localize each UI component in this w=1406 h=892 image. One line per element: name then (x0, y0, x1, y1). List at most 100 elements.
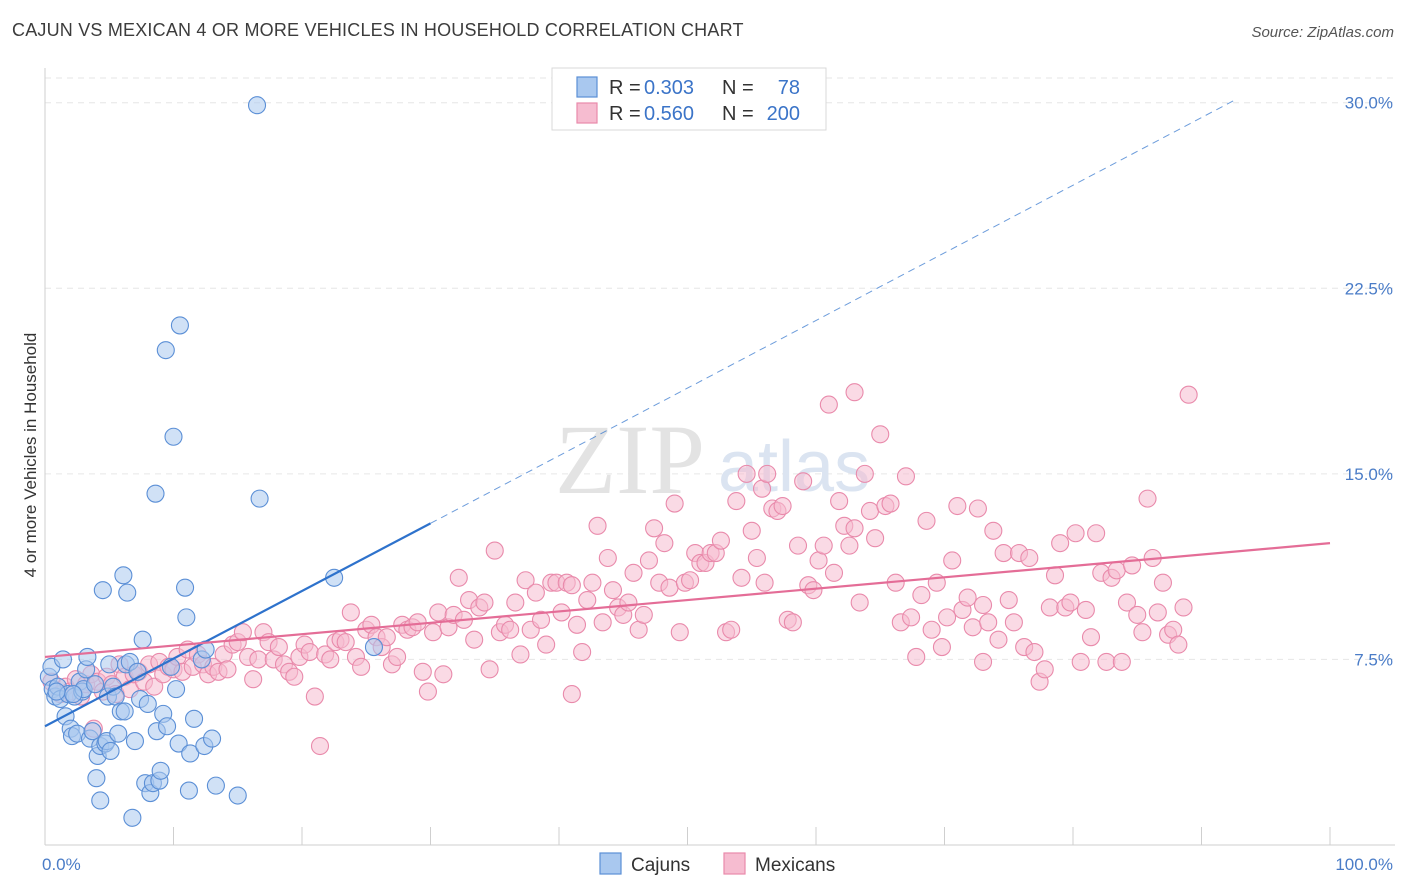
mexicans-point (727, 492, 746, 511)
mexicans-point (388, 647, 407, 667)
cajuns-point (100, 655, 119, 674)
cajuns-point (169, 734, 188, 753)
mexicans-point (1174, 598, 1193, 617)
mexicans-point (830, 492, 849, 511)
mexicans-point (1051, 534, 1070, 553)
legend-n-label-cajuns: N = (722, 77, 754, 99)
y-tick-label-2: 22.5% (1345, 279, 1393, 298)
legend-r-value-cajuns: 0.303 (644, 77, 694, 99)
mexicans-point (1112, 652, 1131, 671)
cajuns-point (118, 583, 137, 602)
cajuns-point (250, 489, 269, 508)
legend-n-label-mexicans: N = (722, 103, 754, 125)
legend-r-label-mexicans: R = (609, 103, 641, 125)
mexicans-point (670, 623, 689, 642)
mexicans-point (1169, 635, 1188, 654)
bottom-legend-swatch-mexicans (723, 852, 746, 875)
legend-n-value-mexicans: 200 (767, 103, 800, 125)
mexicans-point (475, 593, 494, 612)
mexicans-point (922, 620, 941, 639)
y-tick-label-0: 7.5% (1354, 650, 1393, 669)
cajuns-point (101, 741, 120, 761)
mexicans-point (660, 578, 679, 597)
legend: R = 0.303 N = 78 R = 0.560 N = 200 (551, 67, 827, 131)
legend-n-value-cajuns: 78 (778, 77, 800, 99)
cajuns-trend-extension (430, 100, 1234, 524)
cajuns-trend-line (44, 522, 432, 728)
mexicans-point (984, 521, 1003, 540)
x-tick-label-min: 0.0% (42, 855, 81, 874)
cajuns-point (109, 724, 128, 743)
mexicans-point (480, 660, 499, 679)
mexicans-point (737, 464, 756, 483)
cajuns-points (39, 96, 384, 827)
cajuns-point (247, 96, 267, 115)
cajuns-point (83, 722, 102, 741)
cajuns-point (364, 638, 384, 657)
mexicans-point (758, 464, 777, 483)
mexicans-point (1066, 524, 1085, 543)
cajuns-point (156, 341, 175, 360)
mexicans-point (588, 516, 607, 535)
mexicans-point (794, 472, 813, 491)
mexicans-point (845, 383, 864, 402)
trend-lines (44, 100, 1331, 728)
mexicans-point (1040, 598, 1059, 617)
mexicans-point (352, 657, 371, 676)
mexicans-point (989, 630, 1008, 649)
mexicans-point (578, 591, 597, 610)
mexicans-point (994, 543, 1013, 563)
mexicans-point (1035, 660, 1054, 679)
cajuns-point (138, 694, 157, 714)
mexicans-point (912, 586, 931, 605)
grid-lines (45, 77, 1395, 660)
mexicans-point (814, 536, 833, 555)
mexicans-point (958, 588, 977, 607)
mexicans-point (948, 496, 967, 516)
mexicans-point (1045, 566, 1065, 585)
mexicans-point (973, 595, 993, 615)
mexicans-point (902, 608, 921, 627)
mexicans-point (1179, 385, 1198, 404)
mexicans-point (619, 593, 638, 612)
mexicans-point (516, 571, 535, 590)
mexicans-point (593, 613, 612, 632)
y-axis-label: 4 or more Vehicles in Household (21, 333, 40, 578)
mexicans-point (1076, 600, 1095, 620)
mexicans-point (506, 593, 525, 612)
bottom-legend-swatch-cajuns (599, 852, 622, 875)
mexicans-points (42, 383, 1198, 756)
legend-swatch-cajuns (576, 76, 598, 98)
cajuns-point (86, 675, 105, 694)
cajuns-point (185, 709, 204, 728)
cajuns-point (91, 791, 110, 810)
y-tick-label-1: 15.0% (1345, 465, 1393, 484)
axes (44, 68, 1395, 846)
mexicans-point (855, 464, 874, 483)
mexicans-point (1020, 548, 1039, 568)
mexicans-point (511, 645, 530, 664)
cajuns-point (53, 650, 73, 669)
legend-swatch-mexicans (576, 102, 598, 124)
mexicans-point (860, 501, 880, 521)
mexicans-point (866, 529, 885, 548)
mexicans-point (681, 571, 700, 590)
cajuns-point (177, 608, 196, 627)
mexicans-point (249, 650, 268, 669)
mexicans-point (1081, 628, 1101, 647)
cajuns-point (78, 647, 97, 667)
mexicans-point (1097, 652, 1116, 671)
mexicans-point (1148, 603, 1167, 622)
mexicans-point (773, 496, 792, 516)
mexicans-point (1117, 593, 1137, 612)
cajuns-point (125, 732, 144, 751)
cajuns-point (115, 702, 134, 721)
mexicans-point (907, 647, 926, 667)
mexicans-point (755, 573, 774, 592)
mexicans-point (999, 591, 1018, 610)
watermark-zip: ZIP (555, 404, 705, 515)
legend-box (551, 67, 827, 131)
mexicans-point (537, 635, 556, 654)
cajuns-point (179, 781, 198, 800)
cajuns-point (64, 685, 83, 704)
